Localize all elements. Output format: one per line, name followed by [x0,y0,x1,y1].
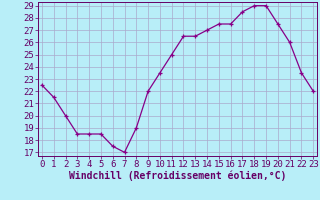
X-axis label: Windchill (Refroidissement éolien,°C): Windchill (Refroidissement éolien,°C) [69,171,286,181]
